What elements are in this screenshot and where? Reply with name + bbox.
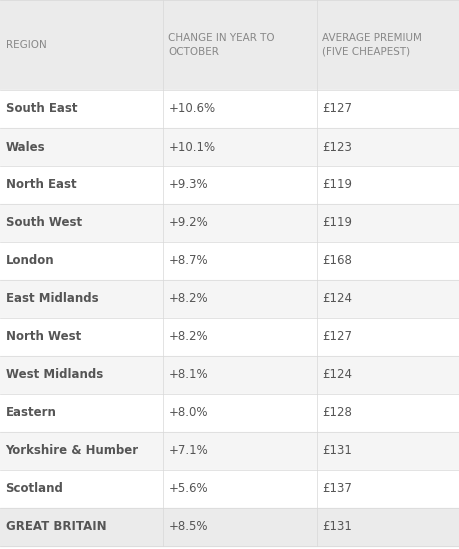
Text: North West: North West [6, 330, 81, 344]
Bar [0, 0, 459, 90]
Text: £131: £131 [322, 445, 352, 457]
Text: South East: South East [6, 103, 77, 115]
Text: West Midlands: West Midlands [6, 368, 103, 382]
Text: £119: £119 [322, 178, 352, 192]
Text: £127: £127 [322, 103, 352, 115]
Text: East Midlands: East Midlands [6, 293, 98, 305]
Text: +7.1%: +7.1% [168, 445, 208, 457]
Text: +8.1%: +8.1% [168, 368, 208, 382]
Text: AVERAGE PREMIUM
(FIVE CHEAPEST): AVERAGE PREMIUM (FIVE CHEAPEST) [322, 33, 422, 57]
Text: £127: £127 [322, 330, 352, 344]
Text: +8.0%: +8.0% [168, 406, 208, 419]
Bar [0, 280, 459, 318]
Text: REGION: REGION [6, 40, 46, 50]
Bar [0, 394, 459, 432]
Text: £128: £128 [322, 406, 352, 419]
Text: Yorkshire & Humber: Yorkshire & Humber [6, 445, 139, 457]
Bar [0, 128, 459, 166]
Bar [0, 204, 459, 242]
Text: +8.2%: +8.2% [168, 330, 208, 344]
Bar [0, 318, 459, 356]
Text: North East: North East [6, 178, 76, 192]
Text: +8.5%: +8.5% [168, 520, 208, 534]
Text: £123: £123 [322, 141, 352, 154]
Text: £137: £137 [322, 483, 352, 496]
Text: £131: £131 [322, 520, 352, 534]
Text: +9.2%: +9.2% [168, 216, 208, 229]
Bar [0, 356, 459, 394]
Bar [0, 432, 459, 470]
Text: South West: South West [6, 216, 82, 229]
Text: Scotland: Scotland [6, 483, 63, 496]
Text: +9.3%: +9.3% [168, 178, 208, 192]
Text: CHANGE IN YEAR TO
OCTOBER: CHANGE IN YEAR TO OCTOBER [168, 33, 275, 57]
Text: +8.2%: +8.2% [168, 293, 208, 305]
Text: £124: £124 [322, 293, 352, 305]
Text: GREAT BRITAIN: GREAT BRITAIN [6, 520, 106, 534]
Text: London: London [6, 255, 54, 267]
Text: £119: £119 [322, 216, 352, 229]
Bar [0, 90, 459, 128]
Bar [0, 470, 459, 508]
Bar [0, 242, 459, 280]
Bar [0, 508, 459, 546]
Bar [0, 166, 459, 204]
Text: +10.6%: +10.6% [168, 103, 216, 115]
Text: +10.1%: +10.1% [168, 141, 216, 154]
Text: £168: £168 [322, 255, 352, 267]
Text: Eastern: Eastern [6, 406, 56, 419]
Text: £124: £124 [322, 368, 352, 382]
Text: Wales: Wales [6, 141, 45, 154]
Text: +8.7%: +8.7% [168, 255, 208, 267]
Text: +5.6%: +5.6% [168, 483, 208, 496]
